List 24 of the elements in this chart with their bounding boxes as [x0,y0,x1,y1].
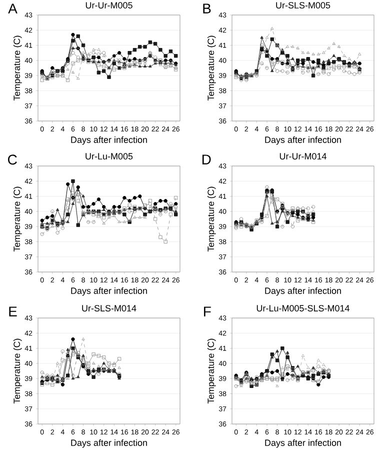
x-axis-title: Days after infection [265,439,341,448]
x-axis-title: Days after infection [265,287,341,296]
text: A [8,4,18,14]
text: F [204,306,211,316]
y-axis-title: Temperature (C) [13,186,22,252]
y-axis-title: Temperature (C) [13,338,22,404]
text: C [8,154,17,165]
x-axis-title: Days after infection [71,287,147,296]
x-axis-title: Days after infection [71,439,147,448]
y-axis-title: Temperature (C) [207,36,216,101]
chart-title: Ur-SLS-M014 [82,305,136,312]
y-axis-title: Temperature (C) [207,186,216,252]
chart-title: Ur-Lu-M005 [86,153,133,160]
chart-title: Ur-Lu-M005-SLS-M014 [256,305,350,312]
text: D [202,154,211,164]
y-axis-title: Temperature (C) [207,338,216,404]
x-axis-title: Days after infection [71,136,147,145]
text: E [9,306,17,316]
chart-title: Ur-SLS-M005 [276,2,330,8]
chart-title: Ur-Ur-M005 [86,2,132,8]
y-axis-title: Temperature (C) [13,36,22,101]
text: B [203,4,211,14]
x-axis-title: Days after infection [265,136,341,145]
chart-title: Ur-Ur-M014 [280,153,326,160]
